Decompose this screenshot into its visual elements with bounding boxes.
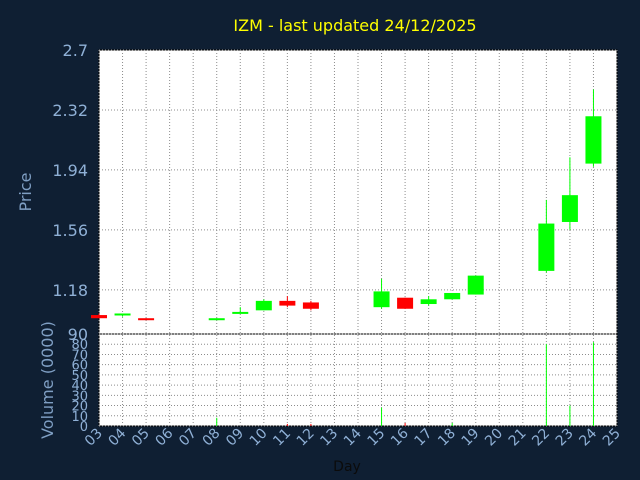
candle-body bbox=[373, 291, 390, 308]
day-tick-label: 13 bbox=[317, 426, 341, 450]
candle-body bbox=[397, 297, 414, 309]
volume-tick-label: 40 bbox=[71, 379, 88, 394]
day-tick-label: 17 bbox=[412, 426, 436, 450]
volume-tick-label: 80 bbox=[71, 338, 88, 353]
candle-body bbox=[302, 302, 319, 309]
day-tick-label: 23 bbox=[553, 426, 577, 450]
candle-body bbox=[420, 299, 437, 305]
day-tick-label: 06 bbox=[153, 425, 177, 449]
day-tick-label: 08 bbox=[200, 426, 224, 450]
day-tick-label: 25 bbox=[600, 426, 624, 450]
day-tick-label: 07 bbox=[176, 426, 200, 450]
day-tick-label: 15 bbox=[364, 426, 388, 450]
day-tick-label: 22 bbox=[529, 426, 553, 450]
price-axis-ticks: 2.7 2.32 1.94 1.56 1.18 90 bbox=[52, 41, 88, 344]
day-tick-label: 05 bbox=[129, 426, 153, 450]
volume-tick-label: 50 bbox=[71, 369, 88, 384]
day-axis-ticks: 03 04 05 06 07 08 09 10 11 12 13 14 15 16 17 18 19 20 21 22… bbox=[82, 425, 624, 449]
day-tick-label: 18 bbox=[435, 426, 459, 450]
candle-body bbox=[255, 300, 272, 311]
candle-body bbox=[232, 311, 249, 314]
day-axis-label: Day bbox=[333, 459, 361, 475]
volume-tick-label: 30 bbox=[71, 389, 88, 404]
candle-body bbox=[279, 300, 296, 306]
day-tick-label: 16 bbox=[388, 425, 412, 449]
chart-title: IZM - last updated 24/12/2025 bbox=[233, 16, 476, 35]
day-tick-label: 14 bbox=[341, 425, 365, 449]
day-tick-label: 20 bbox=[482, 426, 506, 450]
price-tick-label: 2.7 bbox=[63, 41, 88, 60]
price-tick-label: 2.32 bbox=[52, 101, 88, 120]
price-tick-label: 1.56 bbox=[52, 221, 88, 240]
candle-body bbox=[467, 275, 484, 295]
volume-tick-label: 10 bbox=[71, 410, 88, 425]
day-tick-label: 21 bbox=[506, 426, 530, 450]
day-tick-label: 11 bbox=[270, 426, 294, 450]
candle-body bbox=[208, 318, 225, 321]
candle-body bbox=[585, 116, 602, 164]
price-panel-background bbox=[98, 49, 618, 335]
volume-tick-label: 70 bbox=[71, 348, 88, 363]
price-tick-label: 1.94 bbox=[52, 161, 88, 180]
volume-tick-label: 20 bbox=[71, 400, 88, 415]
candle-body bbox=[444, 292, 461, 300]
volume-axis-label: Volume (0000) bbox=[38, 321, 57, 439]
price-candles bbox=[91, 89, 602, 321]
volume-tick-label: 60 bbox=[71, 359, 88, 374]
day-tick-label: 04 bbox=[105, 425, 129, 449]
candle-body bbox=[91, 315, 107, 319]
volume-tick-label: 0 bbox=[80, 420, 88, 435]
day-tick-label: 12 bbox=[294, 426, 318, 450]
candle-body bbox=[538, 223, 555, 271]
price-tick-label: 90 bbox=[68, 325, 88, 344]
candle-body bbox=[114, 313, 131, 316]
day-tick-label: 10 bbox=[247, 426, 271, 450]
day-tick-label: 24 bbox=[576, 425, 600, 449]
day-tick-label: 09 bbox=[223, 426, 247, 450]
day-tick-label: 19 bbox=[459, 426, 483, 450]
candle-body bbox=[561, 195, 578, 222]
price-axis-label: Price bbox=[16, 172, 35, 211]
candle-body bbox=[138, 318, 155, 321]
volume-bars bbox=[216, 342, 594, 426]
price-tick-label: 1.18 bbox=[52, 281, 88, 300]
